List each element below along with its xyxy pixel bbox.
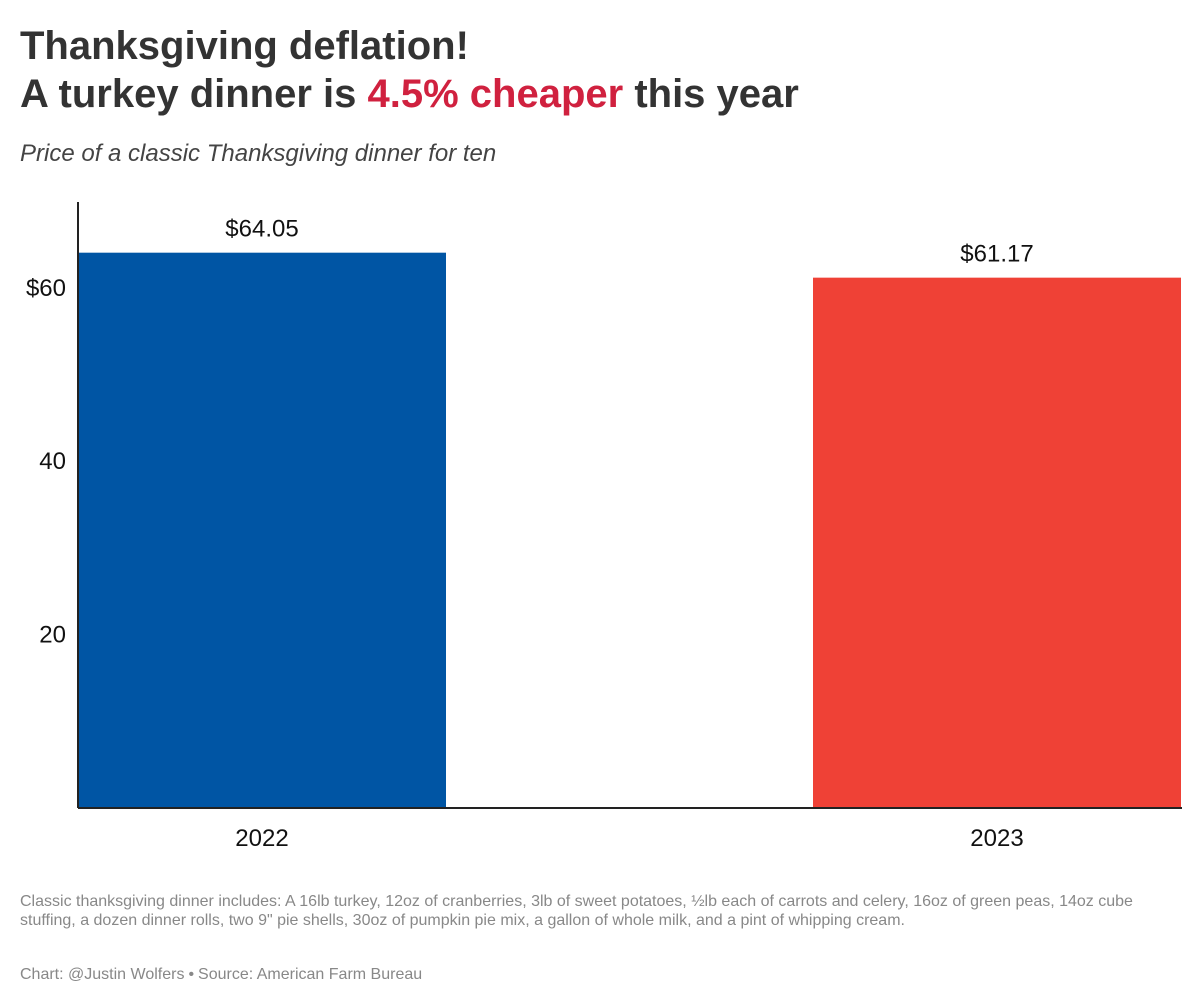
bar-2022	[78, 252, 446, 808]
title-suffix: this year	[623, 72, 799, 116]
x-tick-label-2022: 2022	[235, 825, 288, 852]
credit-line: Chart: @Justin Wolfers • Source: American …	[20, 966, 422, 984]
chart-title-line-1: Thanksgiving deflation!	[20, 24, 469, 68]
bar-2023	[813, 277, 1181, 808]
x-tick-label-2023: 2023	[970, 825, 1023, 852]
data-label-2022: $64.05	[225, 216, 298, 243]
chart-credit: Chart: @Justin Wolfers	[20, 966, 185, 983]
chart-title-line-2: A turkey dinner is 4.5% cheaper this yea…	[20, 70, 1180, 118]
bar-chart: $64.05 2022 $61.17 2023 20 40 $60	[26, 202, 1182, 852]
source-credit: Source: American Farm Bureau	[198, 966, 423, 983]
title-prefix: A turkey dinner is	[20, 72, 368, 116]
title-highlight: 4.5% cheaper	[367, 72, 624, 116]
footnote: Classic thanksgiving dinner includes: A …	[20, 893, 1133, 929]
credit-separator: •	[188, 966, 195, 983]
y-tick-label-60: $60	[26, 275, 66, 302]
y-tick-label-20: 20	[39, 622, 66, 649]
title-block: Thanksgiving deflation! A turkey dinner …	[20, 22, 1180, 118]
chart-subtitle: Price of a classic Thanksgiving dinner f…	[20, 140, 497, 167]
data-label-2023: $61.17	[960, 241, 1033, 268]
y-tick-label-40: 40	[39, 448, 66, 475]
